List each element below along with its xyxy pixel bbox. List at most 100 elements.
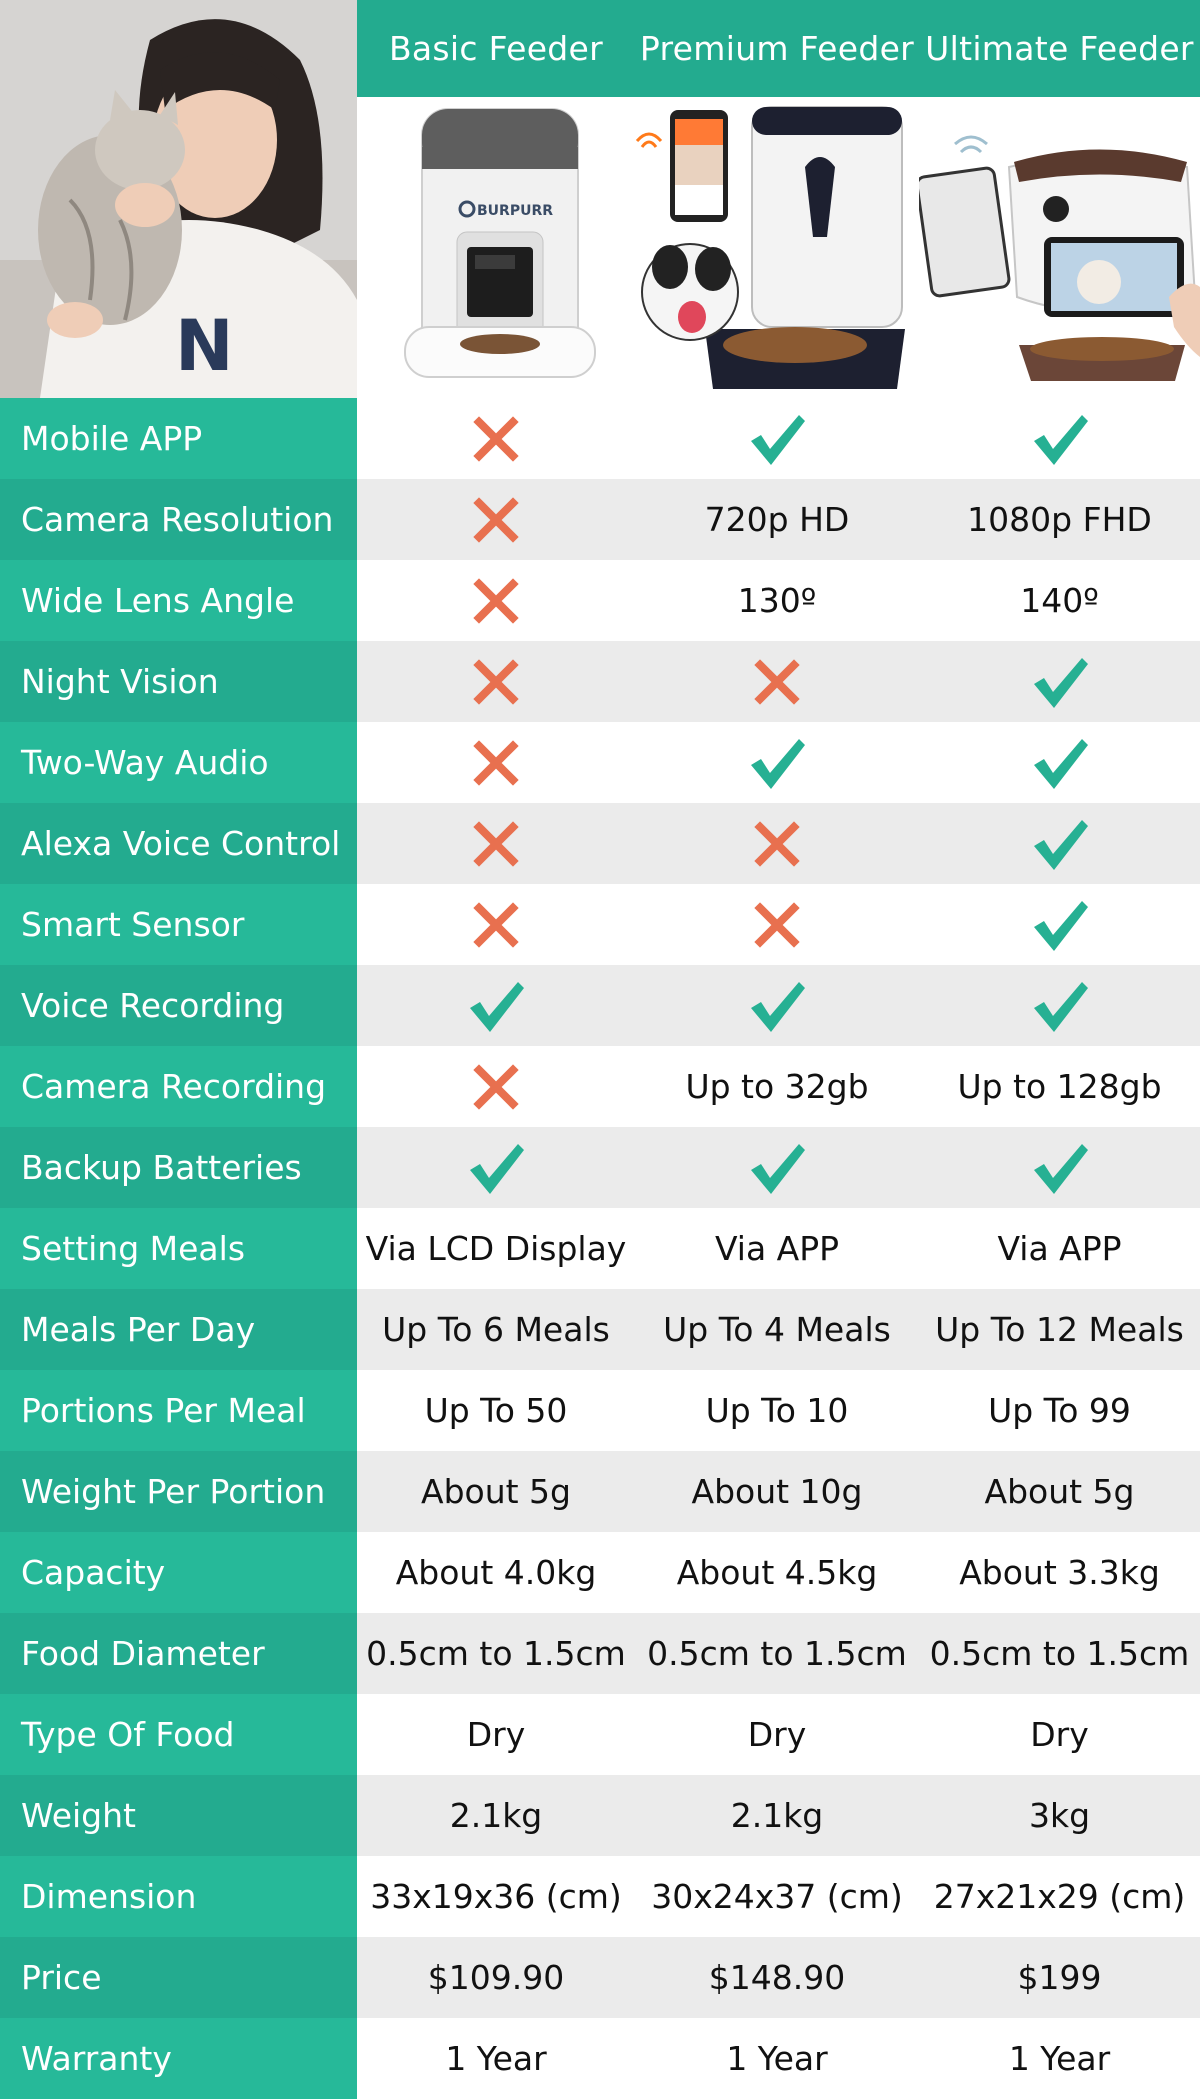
basic-feeder-brand: BURPURR bbox=[477, 203, 553, 219]
table-row: Price $109.90 $148.90 $199 bbox=[0, 1937, 1200, 2018]
feature-label: Portions Per Meal bbox=[0, 1370, 357, 1451]
premium-value: 30x24x37 (cm) bbox=[635, 1856, 919, 1937]
basic-feeder-illustration: BURPURR bbox=[404, 108, 596, 378]
ultimate-value: About 5g bbox=[919, 1451, 1200, 1532]
header-basic-feeder: Basic Feeder bbox=[357, 0, 635, 97]
table-row: Night Vision bbox=[0, 641, 1200, 722]
cross-icon bbox=[357, 803, 635, 884]
premium-value: Up to 32gb bbox=[635, 1046, 919, 1127]
feature-label: Food Diameter bbox=[0, 1613, 357, 1694]
ultimate-value: Up to 128gb bbox=[919, 1046, 1200, 1127]
feature-label: Two-Way Audio bbox=[0, 722, 357, 803]
premium-feeder-illustration bbox=[635, 106, 905, 389]
woman-kissing-cat-photo: N bbox=[0, 0, 357, 398]
table-row: Camera Recording Up to 32gb Up to 128gb bbox=[0, 1046, 1200, 1127]
header-ultimate-feeder: Ultimate Feeder bbox=[919, 0, 1200, 97]
feature-label: Capacity bbox=[0, 1532, 357, 1613]
check-icon bbox=[919, 722, 1200, 803]
basic-feeder-photo: BURPURR bbox=[357, 97, 635, 398]
table-row: Wide Lens Angle 130º 140º bbox=[0, 560, 1200, 641]
premium-value: Up To 4 Meals bbox=[635, 1289, 919, 1370]
table-row: Two-Way Audio bbox=[0, 722, 1200, 803]
ultimate-feeder-illustration bbox=[919, 135, 1200, 381]
table-row: Weight 2.1kg 2.1kg 3kg bbox=[0, 1775, 1200, 1856]
basic-value: Via LCD Display bbox=[357, 1208, 635, 1289]
cross-icon bbox=[357, 560, 635, 641]
ultimate-value: About 3.3kg bbox=[919, 1532, 1200, 1613]
table-row: Warranty 1 Year 1 Year 1 Year bbox=[0, 2018, 1200, 2099]
ultimate-value: Via APP bbox=[919, 1208, 1200, 1289]
table-row: Backup Batteries bbox=[0, 1127, 1200, 1208]
check-icon bbox=[919, 965, 1200, 1046]
check-icon bbox=[635, 965, 919, 1046]
table-row: Setting Meals Via LCD Display Via APP Via A… bbox=[0, 1208, 1200, 1289]
cross-icon bbox=[357, 722, 635, 803]
cross-icon bbox=[357, 641, 635, 722]
premium-value: 130º bbox=[635, 560, 919, 641]
premium-value: About 10g bbox=[635, 1451, 919, 1532]
premium-value: 720p HD bbox=[635, 479, 919, 560]
premium-value: About 4.5kg bbox=[635, 1532, 919, 1613]
check-icon bbox=[635, 1127, 919, 1208]
ultimate-value: Up To 99 bbox=[919, 1370, 1200, 1451]
ultimate-value: 1080p FHD bbox=[919, 479, 1200, 560]
premium-feeder-photo bbox=[635, 97, 919, 398]
ultimate-value: 27x21x29 (cm) bbox=[919, 1856, 1200, 1937]
basic-value: 33x19x36 (cm) bbox=[357, 1856, 635, 1937]
table-row: Mobile APP bbox=[0, 398, 1200, 479]
premium-value: 2.1kg bbox=[635, 1775, 919, 1856]
check-icon bbox=[635, 722, 919, 803]
check-icon bbox=[357, 965, 635, 1046]
header-premium-feeder: Premium Feeder bbox=[635, 0, 919, 97]
basic-value: 2.1kg bbox=[357, 1775, 635, 1856]
feature-label: Meals Per Day bbox=[0, 1289, 357, 1370]
check-icon bbox=[919, 1127, 1200, 1208]
ultimate-value: 0.5cm to 1.5cm bbox=[919, 1613, 1200, 1694]
premium-value: 1 Year bbox=[635, 2018, 919, 2099]
feature-label: Dimension bbox=[0, 1856, 357, 1937]
ultimate-value: 1 Year bbox=[919, 2018, 1200, 2099]
basic-value: Dry bbox=[357, 1694, 635, 1775]
premium-value: Via APP bbox=[635, 1208, 919, 1289]
feature-label: Voice Recording bbox=[0, 965, 357, 1046]
basic-value: $109.90 bbox=[357, 1937, 635, 2018]
feature-label: Setting Meals bbox=[0, 1208, 357, 1289]
basic-value: 0.5cm to 1.5cm bbox=[357, 1613, 635, 1694]
feature-label: Weight Per Portion bbox=[0, 1451, 357, 1532]
feature-label: Weight bbox=[0, 1775, 357, 1856]
table-row: Meals Per Day Up To 6 Meals Up To 4 Meals U… bbox=[0, 1289, 1200, 1370]
ultimate-value: 3kg bbox=[919, 1775, 1200, 1856]
feature-label: Camera Recording bbox=[0, 1046, 357, 1127]
woman-cat-illustration: N bbox=[0, 0, 357, 398]
ultimate-value: $199 bbox=[919, 1937, 1200, 2018]
ultimate-value: Up To 12 Meals bbox=[919, 1289, 1200, 1370]
feature-label: Night Vision bbox=[0, 641, 357, 722]
basic-value: About 5g bbox=[357, 1451, 635, 1532]
check-icon bbox=[919, 641, 1200, 722]
ultimate-value: 140º bbox=[919, 560, 1200, 641]
feature-label: Price bbox=[0, 1937, 357, 2018]
check-icon bbox=[919, 884, 1200, 965]
check-icon bbox=[357, 1127, 635, 1208]
feature-label: Mobile APP bbox=[0, 398, 357, 479]
table-row: Camera Resolution 720p HD 1080p FHD bbox=[0, 479, 1200, 560]
table-row: Type Of Food Dry Dry Dry bbox=[0, 1694, 1200, 1775]
table-row: Alexa Voice Control bbox=[0, 803, 1200, 884]
basic-value: About 4.0kg bbox=[357, 1532, 635, 1613]
cross-icon bbox=[357, 479, 635, 560]
cross-icon bbox=[357, 884, 635, 965]
feature-label: Type Of Food bbox=[0, 1694, 357, 1775]
premium-value: $148.90 bbox=[635, 1937, 919, 2018]
feature-label: Wide Lens Angle bbox=[0, 560, 357, 641]
table-row: Food Diameter 0.5cm to 1.5cm 0.5cm to 1.5c… bbox=[0, 1613, 1200, 1694]
feature-label: Alexa Voice Control bbox=[0, 803, 357, 884]
check-icon bbox=[919, 398, 1200, 479]
check-icon bbox=[919, 803, 1200, 884]
cross-icon bbox=[357, 1046, 635, 1127]
cross-icon bbox=[357, 398, 635, 479]
table-row: Smart Sensor bbox=[0, 884, 1200, 965]
feature-label: Backup Batteries bbox=[0, 1127, 357, 1208]
basic-value: 1 Year bbox=[357, 2018, 635, 2099]
table-row: Dimension 33x19x36 (cm) 30x24x37 (cm) 27x21… bbox=[0, 1856, 1200, 1937]
svg-text:N: N bbox=[175, 305, 234, 387]
